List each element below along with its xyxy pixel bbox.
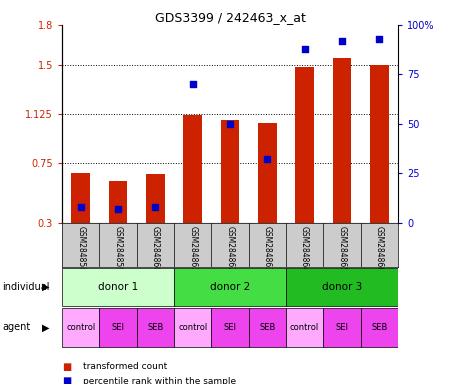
Text: GDS3399 / 242463_x_at: GDS3399 / 242463_x_at <box>154 12 305 25</box>
Text: SEB: SEB <box>370 323 386 332</box>
Bar <box>62 268 174 306</box>
Bar <box>136 308 174 347</box>
Text: ▶: ▶ <box>42 282 50 292</box>
Bar <box>248 308 285 347</box>
Text: ■: ■ <box>62 376 71 384</box>
Bar <box>369 65 388 223</box>
Text: SEI: SEI <box>335 323 347 332</box>
Text: GSM284860: GSM284860 <box>151 226 160 272</box>
Text: donor 3: donor 3 <box>321 282 361 292</box>
Text: GSM284863: GSM284863 <box>262 226 271 272</box>
Text: percentile rank within the sample: percentile rank within the sample <box>83 377 235 384</box>
Bar <box>360 308 397 347</box>
Text: GSM284864: GSM284864 <box>299 226 308 272</box>
Bar <box>99 308 136 347</box>
Bar <box>62 308 99 347</box>
Point <box>114 206 122 212</box>
Point <box>226 121 233 127</box>
Bar <box>332 58 351 223</box>
Point <box>189 81 196 88</box>
Bar <box>257 122 276 223</box>
Bar <box>220 120 239 223</box>
Bar <box>183 114 202 223</box>
Bar <box>211 308 248 347</box>
Text: ■: ■ <box>62 362 71 372</box>
Text: control: control <box>178 323 207 332</box>
Text: ▶: ▶ <box>42 322 50 333</box>
Text: SEB: SEB <box>147 323 163 332</box>
Text: agent: agent <box>2 322 30 333</box>
Bar <box>285 308 323 347</box>
Text: SEI: SEI <box>223 323 236 332</box>
Point <box>300 46 308 52</box>
Bar <box>323 308 360 347</box>
Text: donor 2: donor 2 <box>209 282 250 292</box>
Point <box>77 204 84 210</box>
Text: SEB: SEB <box>258 323 275 332</box>
Text: SEI: SEI <box>112 323 124 332</box>
Bar <box>108 180 127 223</box>
Point <box>375 36 382 42</box>
Text: transformed count: transformed count <box>83 362 167 371</box>
Text: GSM284858: GSM284858 <box>76 226 85 272</box>
Text: individual: individual <box>2 282 50 292</box>
Text: control: control <box>66 323 95 332</box>
Point <box>151 204 159 210</box>
Bar <box>295 67 313 223</box>
Bar <box>174 308 211 347</box>
Bar <box>146 174 164 223</box>
Text: control: control <box>289 323 319 332</box>
Text: GSM284862: GSM284862 <box>225 226 234 272</box>
Text: donor 1: donor 1 <box>98 282 138 292</box>
Text: GSM284865: GSM284865 <box>337 226 346 272</box>
Point <box>263 156 270 162</box>
Bar <box>174 268 285 306</box>
Point <box>337 38 345 44</box>
Bar <box>285 268 397 306</box>
Text: GSM284859: GSM284859 <box>113 226 122 272</box>
Bar <box>71 173 90 223</box>
Text: GSM284866: GSM284866 <box>374 226 383 272</box>
Text: GSM284861: GSM284861 <box>188 226 197 272</box>
